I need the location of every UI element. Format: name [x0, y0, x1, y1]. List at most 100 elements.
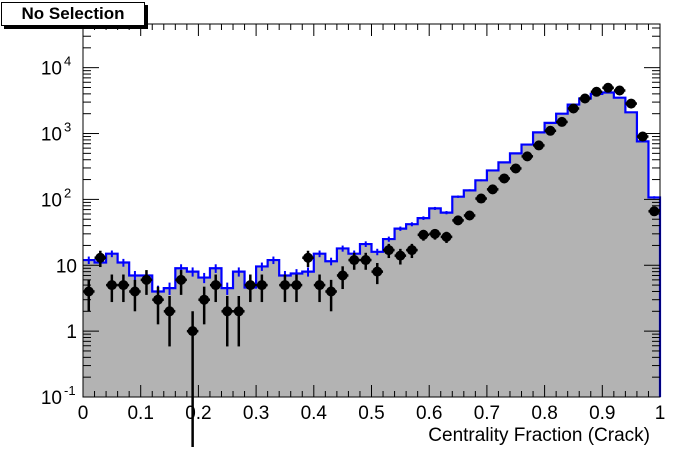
- data-point: [440, 231, 453, 243]
- data-marker: [614, 85, 625, 96]
- data-point: [129, 279, 141, 312]
- y-tick-label: 10: [41, 59, 62, 80]
- data-point: [567, 103, 580, 114]
- data-point: [313, 274, 326, 303]
- data-marker: [510, 163, 521, 174]
- data-point: [383, 243, 395, 259]
- y-tick-label: 1: [66, 322, 77, 343]
- data-point: [244, 274, 257, 303]
- data-marker: [129, 286, 140, 297]
- data-point: [209, 274, 222, 303]
- data-marker: [337, 270, 348, 281]
- data-marker: [222, 306, 233, 317]
- x-tick-labels: 0 0.1 0.2 0.3 0.4 0.5 0.6 0.7 0.8 0.9 1: [78, 403, 666, 424]
- y-tick-label: 10: [41, 125, 62, 146]
- x-axis-label: Centrality Fraction (Crack): [428, 425, 650, 446]
- x-tick-label: 0.6: [416, 403, 442, 424]
- x-tick-label: 0.8: [531, 403, 557, 424]
- x-tick-label: 1: [655, 403, 666, 424]
- data-marker: [303, 252, 314, 263]
- x-tick-label: 0.9: [589, 403, 615, 424]
- y-tick-exponent: 2: [64, 185, 71, 200]
- data-point: [521, 151, 534, 162]
- selection-label-box[interactable]: No Selection: [1, 2, 145, 26]
- data-point: [302, 250, 314, 268]
- data-point: [106, 274, 118, 303]
- data-marker: [383, 245, 394, 256]
- data-marker: [476, 193, 487, 204]
- data-marker: [164, 306, 175, 317]
- data-point: [221, 296, 234, 347]
- data-marker: [453, 215, 464, 226]
- simulation-histogram: [83, 91, 662, 398]
- data-marker: [579, 93, 590, 104]
- data-marker: [187, 326, 198, 337]
- data-point: [325, 279, 337, 312]
- data-point: [533, 140, 545, 151]
- x-tick-label: 0.4: [301, 403, 328, 424]
- data-marker: [372, 266, 383, 277]
- data-marker: [568, 103, 579, 114]
- data-marker: [176, 274, 187, 285]
- axis-ticks: [82, 24, 661, 398]
- data-marker: [245, 280, 256, 291]
- data-marker: [406, 245, 417, 256]
- data-point: [140, 270, 153, 295]
- data-marker: [210, 280, 221, 291]
- y-tick-exponent: 3: [64, 120, 71, 135]
- data-marker: [256, 280, 267, 291]
- data-marker: [153, 294, 164, 305]
- data-marker: [360, 255, 371, 266]
- data-marker: [522, 151, 533, 162]
- x-tick-label: 0.1: [127, 403, 153, 424]
- data-point: [348, 252, 360, 270]
- data-point: [117, 274, 130, 303]
- data-marker: [441, 231, 452, 242]
- data-marker: [499, 173, 510, 184]
- data-point: [163, 296, 176, 347]
- data-point: [590, 86, 603, 97]
- data-point: [256, 274, 268, 303]
- data-point: [625, 98, 637, 109]
- data-point: [417, 229, 430, 241]
- y-tick-label: 10: [41, 388, 62, 409]
- data-point: [233, 296, 245, 347]
- data-marker: [233, 306, 244, 317]
- data-point: [486, 184, 499, 195]
- data-marker: [326, 286, 337, 297]
- data-point: [336, 266, 349, 290]
- x-tick-label: 0: [78, 403, 89, 424]
- data-point: [198, 286, 210, 325]
- data-marker: [95, 252, 106, 263]
- data-marker: [487, 184, 498, 195]
- data-point: [290, 274, 303, 303]
- data-points: [83, 82, 660, 447]
- data-marker: [106, 280, 117, 291]
- data-point: [498, 173, 510, 184]
- data-marker: [533, 140, 544, 151]
- data-marker: [395, 250, 406, 261]
- data-point: [579, 93, 591, 104]
- y-tick-label: 10: [41, 190, 62, 211]
- data-point: [452, 215, 464, 226]
- data-point: [509, 163, 522, 174]
- x-tick-label: 0.3: [243, 403, 269, 424]
- data-point: [463, 210, 476, 221]
- data-point: [613, 85, 626, 96]
- data-marker: [199, 294, 210, 305]
- data-point: [406, 243, 418, 259]
- data-marker: [545, 125, 556, 136]
- data-point: [94, 250, 107, 268]
- x-tick-label: 0.5: [358, 403, 384, 424]
- y-tick-exponent: 4: [64, 54, 71, 69]
- data-marker: [279, 280, 290, 291]
- data-marker: [649, 206, 660, 217]
- data-point: [394, 248, 407, 265]
- data-point: [279, 274, 291, 303]
- y-tick-label: 10: [56, 256, 77, 277]
- data-point: [556, 116, 568, 127]
- data-point: [359, 252, 372, 270]
- x-tick-label: 0.7: [474, 403, 500, 424]
